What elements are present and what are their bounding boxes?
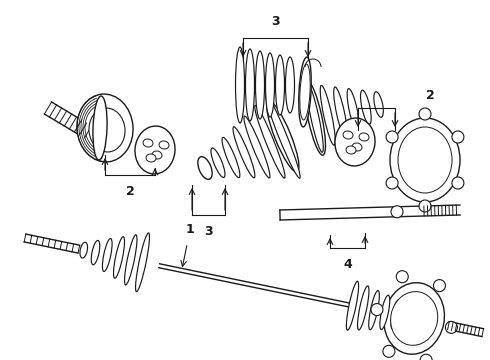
Ellipse shape: [222, 138, 240, 177]
Ellipse shape: [275, 55, 285, 115]
Text: 3: 3: [270, 15, 279, 28]
Ellipse shape: [391, 206, 403, 218]
Ellipse shape: [77, 94, 133, 162]
Circle shape: [452, 177, 464, 189]
Circle shape: [452, 131, 464, 143]
Circle shape: [371, 303, 383, 316]
Ellipse shape: [320, 85, 335, 145]
Ellipse shape: [244, 116, 270, 178]
Ellipse shape: [368, 291, 379, 330]
Ellipse shape: [102, 239, 112, 271]
Circle shape: [396, 271, 408, 283]
Ellipse shape: [198, 157, 212, 179]
Text: 2: 2: [426, 89, 434, 102]
Ellipse shape: [300, 64, 310, 120]
Ellipse shape: [335, 118, 375, 166]
Text: 2: 2: [125, 185, 134, 198]
Ellipse shape: [93, 96, 107, 160]
Ellipse shape: [245, 49, 254, 121]
Ellipse shape: [299, 57, 311, 127]
Ellipse shape: [146, 154, 156, 162]
Text: 1: 1: [186, 223, 195, 236]
Ellipse shape: [143, 139, 153, 147]
Ellipse shape: [307, 84, 323, 152]
Text: 4: 4: [343, 258, 352, 271]
Ellipse shape: [211, 148, 225, 177]
Ellipse shape: [374, 92, 383, 117]
Ellipse shape: [255, 51, 265, 119]
Ellipse shape: [80, 242, 88, 258]
Ellipse shape: [305, 81, 325, 155]
Ellipse shape: [358, 286, 369, 330]
Ellipse shape: [255, 105, 285, 178]
Ellipse shape: [114, 237, 124, 278]
Ellipse shape: [200, 159, 210, 177]
Ellipse shape: [236, 47, 245, 123]
Ellipse shape: [391, 292, 438, 345]
Circle shape: [386, 177, 398, 189]
Ellipse shape: [380, 295, 390, 329]
Ellipse shape: [159, 141, 169, 149]
Ellipse shape: [398, 127, 452, 193]
Ellipse shape: [391, 300, 400, 329]
Ellipse shape: [267, 101, 299, 172]
Ellipse shape: [266, 53, 274, 117]
Ellipse shape: [359, 133, 369, 141]
Ellipse shape: [347, 89, 359, 131]
Circle shape: [419, 108, 431, 120]
Ellipse shape: [352, 143, 362, 151]
Ellipse shape: [390, 118, 460, 202]
Circle shape: [445, 321, 457, 333]
Ellipse shape: [334, 87, 347, 138]
Ellipse shape: [343, 131, 353, 139]
Ellipse shape: [152, 151, 162, 159]
Circle shape: [386, 131, 398, 143]
Ellipse shape: [91, 240, 100, 265]
Ellipse shape: [135, 126, 175, 174]
Circle shape: [383, 345, 395, 357]
Ellipse shape: [136, 233, 149, 292]
Ellipse shape: [361, 90, 371, 124]
Ellipse shape: [346, 281, 359, 330]
Ellipse shape: [346, 146, 356, 154]
Text: 3: 3: [204, 225, 212, 238]
Circle shape: [434, 280, 445, 292]
Ellipse shape: [89, 108, 125, 152]
Circle shape: [420, 354, 432, 360]
Ellipse shape: [286, 57, 294, 113]
Ellipse shape: [266, 95, 300, 178]
Ellipse shape: [124, 235, 137, 285]
Ellipse shape: [233, 127, 255, 178]
Circle shape: [419, 200, 431, 212]
Ellipse shape: [384, 283, 444, 354]
